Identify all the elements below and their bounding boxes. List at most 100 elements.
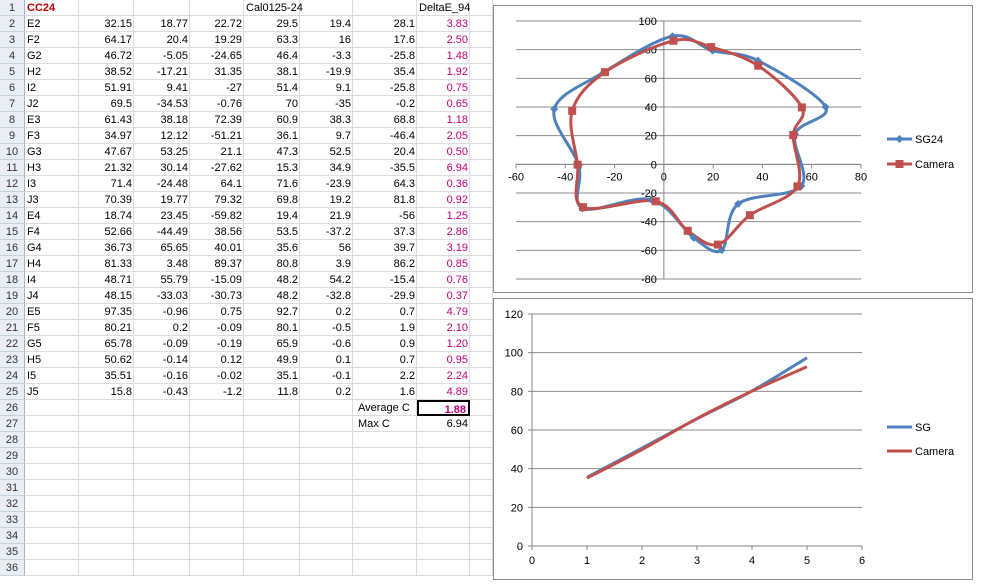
sheet-cell[interactable] <box>470 368 493 384</box>
sheet-cell[interactable] <box>417 16 470 32</box>
sheet-cell[interactable] <box>470 496 493 512</box>
sheet-cell[interactable] <box>470 256 493 272</box>
sheet-cell[interactable] <box>353 384 417 400</box>
sheet-cell[interactable] <box>79 224 134 240</box>
sheet-cell[interactable] <box>244 64 300 80</box>
sheet-cell[interactable] <box>417 80 470 96</box>
sheet-cell[interactable] <box>134 96 190 112</box>
sheet-cell[interactable] <box>79 432 134 448</box>
row-header[interactable]: 21 <box>0 320 25 336</box>
sheet-cell[interactable] <box>417 480 470 496</box>
sheet-cell[interactable] <box>79 0 134 16</box>
sheet-cell[interactable] <box>470 176 493 192</box>
row-header[interactable]: 18 <box>0 272 25 288</box>
sheet-cell[interactable] <box>417 336 470 352</box>
sheet-cell[interactable] <box>300 32 353 48</box>
sheet-cell[interactable] <box>134 448 190 464</box>
sheet-cell[interactable] <box>190 448 244 464</box>
row-header[interactable]: 15 <box>0 224 25 240</box>
row-header[interactable]: 13 <box>0 192 25 208</box>
ab-scatter-chart[interactable]: 100 80 60 40 20 0 -20 -40 -60 -80 -60 -40 -20 0 20 40 60… <box>493 5 973 293</box>
sheet-cell[interactable] <box>25 560 79 576</box>
sheet-cell[interactable] <box>470 208 493 224</box>
row-header[interactable]: 3 <box>0 32 25 48</box>
sheet-cell[interactable] <box>417 352 470 368</box>
sheet-cell[interactable] <box>25 384 79 400</box>
sheet-cell[interactable] <box>353 512 417 528</box>
row-header[interactable]: 27 <box>0 416 25 432</box>
sheet-cell[interactable] <box>25 112 79 128</box>
sheet-cell[interactable] <box>417 192 470 208</box>
sheet-cell[interactable] <box>79 112 134 128</box>
sheet-cell[interactable] <box>417 464 470 480</box>
sheet-cell[interactable] <box>417 496 470 512</box>
sheet-cell[interactable] <box>417 240 470 256</box>
row-header[interactable]: 9 <box>0 128 25 144</box>
sheet-cell[interactable] <box>244 144 300 160</box>
sheet-cell[interactable] <box>244 16 300 32</box>
sheet-cell[interactable] <box>353 400 417 416</box>
sheet-cell[interactable] <box>353 16 417 32</box>
sheet-cell[interactable] <box>190 176 244 192</box>
row-header[interactable]: 29 <box>0 448 25 464</box>
sheet-cell[interactable] <box>353 96 417 112</box>
sheet-cell[interactable] <box>79 352 134 368</box>
sheet-cell[interactable] <box>134 416 190 432</box>
sheet-cell[interactable] <box>470 320 493 336</box>
row-header[interactable]: 10 <box>0 144 25 160</box>
row-header[interactable]: 4 <box>0 48 25 64</box>
sheet-cell[interactable] <box>417 256 470 272</box>
sheet-cell[interactable] <box>417 160 470 176</box>
sheet-cell[interactable] <box>470 240 493 256</box>
sheet-cell[interactable] <box>79 64 134 80</box>
sheet-cell[interactable] <box>79 448 134 464</box>
row-header[interactable]: 16 <box>0 240 25 256</box>
sheet-cell[interactable] <box>417 288 470 304</box>
row-header[interactable]: 19 <box>0 288 25 304</box>
sheet-cell[interactable] <box>470 416 493 432</box>
sheet-cell[interactable] <box>134 240 190 256</box>
sheet-cell[interactable] <box>470 448 493 464</box>
sheet-cell[interactable] <box>300 240 353 256</box>
sheet-cell[interactable] <box>244 160 300 176</box>
sheet-cell[interactable] <box>134 32 190 48</box>
sheet-cell[interactable] <box>190 432 244 448</box>
sheet-cell[interactable] <box>134 144 190 160</box>
sheet-cell[interactable] <box>190 528 244 544</box>
sheet-cell[interactable] <box>190 144 244 160</box>
row-header[interactable]: 14 <box>0 208 25 224</box>
sheet-cell[interactable] <box>300 368 353 384</box>
sheet-cell[interactable] <box>244 176 300 192</box>
sheet-cell[interactable] <box>190 224 244 240</box>
sheet-cell[interactable] <box>79 480 134 496</box>
sheet-cell[interactable] <box>470 112 493 128</box>
sheet-cell[interactable] <box>134 112 190 128</box>
sheet-cell[interactable] <box>470 288 493 304</box>
sheet-cell[interactable] <box>79 192 134 208</box>
sheet-cell[interactable] <box>190 160 244 176</box>
sheet-cell[interactable] <box>470 512 493 528</box>
luminance-line-chart[interactable]: 120 100 80 60 40 20 0 0 1 2 3 4 5 6 SG Camera <box>493 298 973 580</box>
sheet-cell[interactable] <box>244 528 300 544</box>
sheet-cell[interactable] <box>25 400 79 416</box>
sheet-cell[interactable] <box>134 368 190 384</box>
sheet-cell[interactable] <box>190 288 244 304</box>
sheet-cell[interactable] <box>190 480 244 496</box>
sheet-cell[interactable] <box>134 0 190 16</box>
row-header[interactable]: 6 <box>0 80 25 96</box>
sheet-cell[interactable] <box>300 112 353 128</box>
sheet-cell[interactable] <box>300 80 353 96</box>
sheet-cell[interactable] <box>470 384 493 400</box>
sheet-cell[interactable] <box>134 528 190 544</box>
sheet-cell[interactable] <box>417 112 470 128</box>
sheet-cell[interactable] <box>470 48 493 64</box>
sheet-cell[interactable] <box>190 304 244 320</box>
sheet-cell[interactable] <box>244 80 300 96</box>
sheet-cell[interactable] <box>190 416 244 432</box>
sheet-cell[interactable] <box>470 32 493 48</box>
sheet-cell[interactable] <box>353 160 417 176</box>
sheet-cell[interactable] <box>300 336 353 352</box>
row-header[interactable]: 7 <box>0 96 25 112</box>
sheet-cell[interactable] <box>134 64 190 80</box>
sheet-cell[interactable] <box>190 544 244 560</box>
